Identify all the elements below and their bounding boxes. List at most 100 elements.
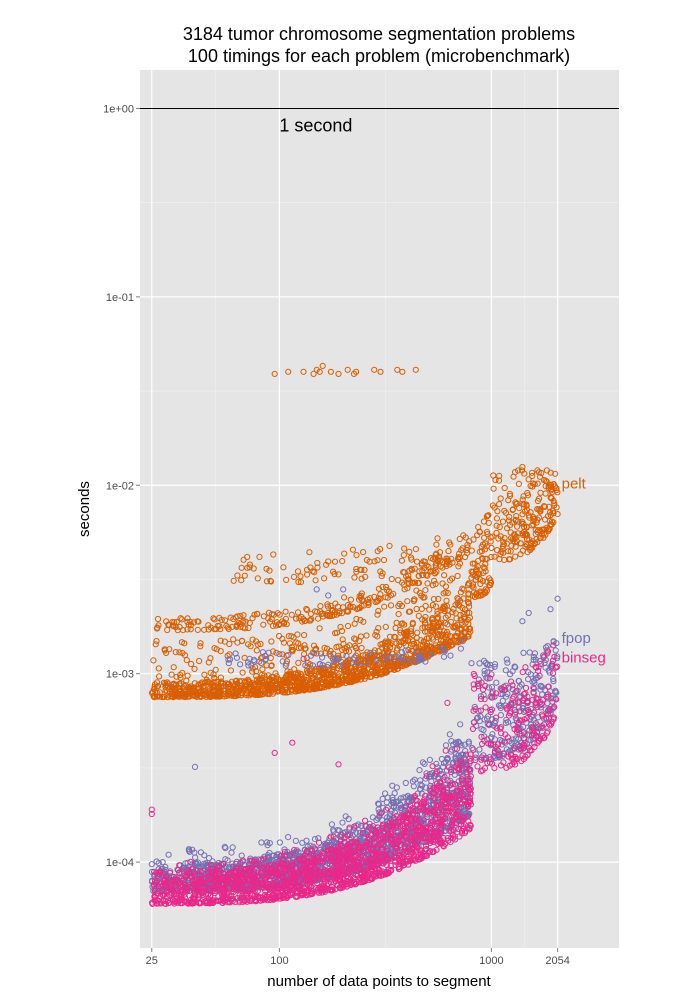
data-point: [240, 612, 247, 619]
data-point: [339, 627, 346, 635]
data-point: [447, 633, 454, 640]
data-point: [171, 619, 178, 626]
data-point: [193, 690, 200, 697]
data-point: [281, 619, 288, 626]
data-point: [336, 608, 343, 615]
data-point: [382, 623, 389, 631]
data-point: [164, 626, 171, 634]
data-point: [255, 691, 262, 699]
data-point: [327, 602, 334, 609]
data-point: [431, 554, 438, 561]
data-point: [385, 648, 392, 655]
data-point: [435, 631, 442, 638]
chart-title-line-1: 3184 tumor chromosome segmentation probl…: [183, 24, 575, 44]
data-point: [392, 624, 399, 632]
data-point: [462, 619, 469, 626]
data-point: [334, 672, 342, 679]
data-point: [191, 665, 198, 673]
data-point: [177, 674, 184, 681]
data-point: [289, 648, 296, 655]
data-point: [219, 680, 226, 687]
data-point: [336, 670, 343, 677]
data-point: [250, 688, 257, 695]
data-point: [347, 678, 354, 686]
data-point: [197, 643, 204, 650]
data-point: [217, 637, 224, 644]
data-point: [273, 649, 280, 656]
data-point: [167, 693, 174, 700]
data-point: [256, 676, 263, 683]
data-point: [254, 641, 261, 648]
data-point: [264, 690, 271, 698]
data-point: [436, 549, 444, 556]
data-point: [342, 663, 349, 670]
data-point: [158, 694, 166, 701]
data-point: [330, 666, 337, 673]
data-point: [422, 602, 429, 610]
data-point: [359, 596, 366, 603]
data-point: [411, 565, 418, 572]
data-point: [213, 646, 220, 653]
data-point: [230, 636, 237, 643]
data-point: [222, 617, 229, 624]
data-point: [405, 580, 412, 588]
data-point: [440, 590, 447, 597]
data-point: [155, 665, 162, 672]
data-point: [387, 602, 395, 609]
data-point: [356, 596, 363, 603]
data-point: [295, 645, 302, 652]
data-point: [422, 587, 429, 594]
data-point: [305, 669, 312, 676]
data-point: [390, 654, 397, 661]
data-point: [153, 679, 161, 686]
data-point: [217, 674, 224, 681]
data-point: [323, 679, 331, 686]
data-point: [354, 650, 361, 657]
data-point: [293, 639, 300, 646]
data-point: [191, 680, 198, 687]
data-point: [419, 572, 426, 579]
data-point: [428, 643, 435, 650]
data-point: [282, 608, 289, 615]
data-point: [375, 625, 382, 632]
data-point: [332, 600, 339, 607]
data-point: [152, 693, 159, 701]
data-point: [415, 572, 422, 579]
data-point: [274, 610, 281, 617]
data-point: [297, 684, 304, 691]
data-point: [333, 643, 340, 651]
data-point: [225, 688, 233, 695]
data-point: [432, 580, 439, 588]
data-point: [152, 641, 159, 648]
data-point: [168, 671, 175, 678]
data-point: [282, 615, 289, 622]
data-point: [293, 615, 300, 622]
data-point: [251, 611, 258, 618]
data-point: [278, 682, 285, 689]
data-point: [429, 582, 436, 589]
data-point: [150, 657, 157, 664]
data-point: [270, 611, 277, 618]
data-point: [269, 677, 276, 684]
data-point: [333, 629, 340, 636]
data-point: [304, 607, 311, 614]
data-point: [179, 650, 186, 657]
data-point: [416, 589, 423, 597]
data-point: [411, 640, 418, 647]
data-point: [394, 645, 401, 652]
data-point: [289, 673, 296, 680]
data-point: [184, 693, 191, 700]
data-point: [216, 693, 223, 700]
data-point: [295, 659, 302, 667]
data-point: [221, 693, 228, 700]
data-point: [456, 535, 463, 543]
data-point: [374, 633, 381, 640]
data-point: [435, 620, 442, 627]
data-point: [455, 637, 462, 644]
data-point: [444, 640, 451, 647]
data-point: [188, 660, 195, 668]
data-point: [379, 583, 386, 591]
data-point: [404, 636, 412, 644]
data-point: [447, 577, 454, 584]
data-point: [263, 662, 270, 669]
